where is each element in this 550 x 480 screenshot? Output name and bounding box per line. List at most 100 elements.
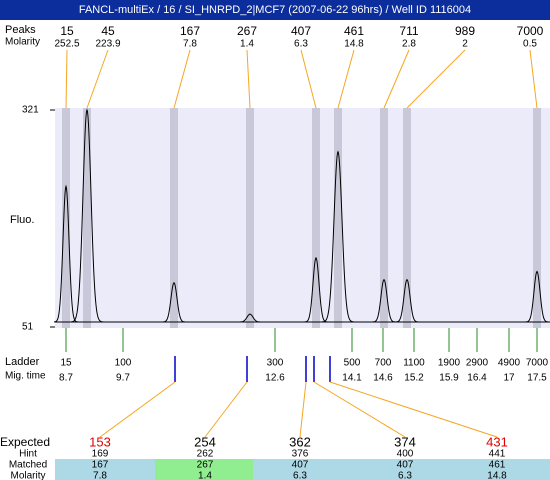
peak-band — [334, 108, 342, 328]
mig-time: 14.1 — [342, 373, 362, 384]
peak-size: 167 — [180, 24, 200, 38]
peak — [322, 150, 354, 323]
matched-molarity: 7.8 — [93, 471, 107, 480]
ladder-size: 100 — [115, 358, 132, 369]
peak-molarity: 7.8 — [183, 39, 197, 50]
expected-value: 362 — [289, 434, 311, 449]
peak-size: 45 — [101, 24, 115, 38]
expected-leader — [313, 381, 406, 438]
matched-label: Matched — [9, 460, 47, 471]
hint: 262 — [197, 449, 214, 460]
ladder-size: 1100 — [403, 358, 425, 369]
expected-leader — [99, 381, 176, 438]
peak-leader — [337, 49, 355, 109]
peak-size: 15 — [60, 24, 74, 38]
matched-molarity: 14.8 — [487, 471, 507, 480]
peak-size: 7000 — [517, 24, 544, 38]
peak — [162, 282, 186, 323]
expected-value: 431 — [486, 434, 508, 449]
matched: 461 — [489, 460, 506, 471]
peak — [525, 270, 549, 323]
hint: 376 — [292, 449, 309, 460]
mig-time: 15.9 — [439, 373, 459, 384]
mig-time: 14.6 — [373, 373, 393, 384]
peak-molarity: 223.9 — [95, 39, 120, 50]
expected-label: Expected — [0, 435, 50, 449]
peaks-label: Peaks — [5, 24, 36, 36]
y-label: Fluo. — [10, 214, 34, 226]
peak-leader — [529, 49, 538, 109]
matched-molarity: 6.3 — [293, 471, 307, 480]
ladder-size: 300 — [267, 358, 284, 369]
peak-size: 461 — [344, 24, 364, 38]
hint: 169 — [92, 449, 109, 460]
hint: 441 — [489, 449, 506, 460]
expected-leader — [204, 381, 248, 438]
matched-molarity: 1.4 — [198, 471, 212, 480]
peak — [304, 256, 328, 323]
expected-value: 374 — [394, 434, 416, 449]
matched-molarity: 6.3 — [398, 471, 412, 480]
expected-value: 153 — [89, 434, 111, 449]
peak-band — [312, 108, 320, 328]
plot-area — [55, 108, 550, 328]
peak-size: 407 — [291, 24, 311, 38]
peak-band — [403, 108, 411, 328]
hint-label: Hint — [19, 449, 37, 460]
ladder-size: 7000 — [526, 358, 549, 369]
peak-molarity: 14.8 — [344, 39, 364, 50]
mig-time: 17 — [503, 373, 515, 384]
ladder-size: 2900 — [466, 358, 489, 369]
peak-band — [62, 108, 70, 328]
ladder-size: 15 — [60, 358, 72, 369]
peak — [372, 278, 396, 323]
mig-time: 8.7 — [59, 373, 73, 384]
title-bar — [0, 0, 550, 20]
peak-size: 989 — [455, 24, 475, 38]
y-tick-label: 321 — [22, 105, 39, 116]
matched: 167 — [92, 460, 109, 471]
title: FANCL-multiEx / 16 / SI_HNRPD_2|MCF7 (20… — [79, 4, 471, 16]
peak-molarity: 252.5 — [54, 39, 79, 50]
y-tick-label: 51 — [22, 322, 34, 333]
ladder-size: 4900 — [498, 358, 521, 369]
peak-leader — [406, 49, 466, 109]
peak-band — [380, 108, 388, 328]
peak-leader — [173, 49, 191, 109]
peak-leader — [246, 49, 251, 109]
expected-value: 254 — [194, 434, 216, 449]
expected-leader — [299, 381, 307, 438]
molarity-label: Molarity — [10, 471, 45, 480]
peak — [395, 278, 419, 323]
ladder-label: Ladder — [5, 356, 40, 368]
mig-time: 9.7 — [116, 373, 130, 384]
peak-band — [170, 108, 178, 328]
peak-molarity: 2.8 — [402, 39, 416, 50]
molarity-label: Molarity — [5, 37, 40, 48]
matched: 407 — [397, 460, 414, 471]
matched-highlight — [155, 459, 253, 480]
mig-time: 15.2 — [404, 373, 424, 384]
peak-band — [533, 108, 541, 328]
peak-molarity: 2 — [462, 39, 468, 50]
peak — [71, 108, 103, 323]
ladder-size: 1900 — [438, 358, 461, 369]
peak-size: 267 — [237, 24, 257, 38]
peak-size: 711 — [399, 24, 418, 38]
peak-molarity: 6.3 — [294, 39, 308, 50]
peak — [53, 184, 79, 323]
matched: 407 — [292, 460, 309, 471]
peak-band — [83, 108, 91, 328]
mig-time: 16.4 — [467, 373, 487, 384]
ladder-size: 700 — [375, 358, 392, 369]
peak-leader — [86, 49, 109, 109]
mig-time: 17.5 — [527, 373, 547, 384]
peak-band — [246, 108, 254, 328]
peak-leader — [383, 49, 410, 109]
ladder-size: 500 — [344, 358, 361, 369]
hint: 400 — [397, 449, 414, 460]
peak-leader — [65, 49, 68, 109]
peak-molarity: 1.4 — [240, 39, 254, 50]
peak-leader — [300, 49, 317, 109]
